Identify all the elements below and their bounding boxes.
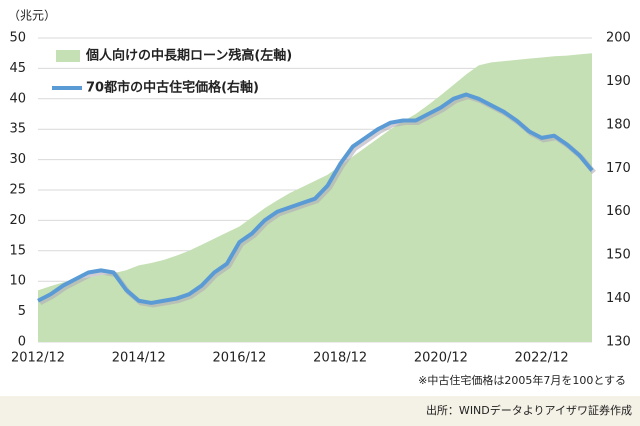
- y-tick-label: 50: [9, 31, 26, 46]
- note: ※中古住宅価格は2005年7月を100とする: [418, 373, 626, 387]
- y-tick-label: 10: [9, 274, 26, 289]
- y-tick-label: 15: [9, 243, 26, 258]
- legend-label: 個人向けの中長期ローン残高(左軸): [85, 48, 292, 64]
- y2-tick-label: 130: [606, 335, 631, 350]
- y-tick-label: 25: [9, 183, 26, 198]
- y-axis-label: （兆元）: [8, 9, 56, 23]
- x-tick-label: 2016/12: [212, 351, 266, 366]
- y-tick-label: 45: [9, 61, 26, 76]
- x-tick-label: 2022/12: [515, 351, 569, 366]
- line: [37, 92, 594, 305]
- y-tick-label: 30: [9, 152, 26, 167]
- x-tick-label: 2012/12: [11, 351, 65, 366]
- legend-label: 70都市の中古住宅価格(右軸): [86, 80, 259, 96]
- y2-tick-label: 150: [606, 248, 631, 263]
- x-tick-label: 2014/12: [112, 351, 166, 366]
- y2-tick-label: 170: [606, 161, 631, 176]
- y2-tick-label: 160: [606, 204, 631, 219]
- x-tick-label: 2018/12: [313, 351, 367, 366]
- y2-tick-label: 180: [606, 117, 631, 132]
- y2-tick-label: 200: [606, 31, 631, 46]
- y-tick-label: 20: [9, 213, 26, 228]
- source-bar: [0, 396, 640, 426]
- y2-tick-label: 190: [606, 74, 631, 89]
- y-tick-label: 5: [18, 304, 26, 319]
- source: 出所：WINDデータよりアイザワ証券作成: [426, 403, 632, 417]
- y-tick-label: 0: [18, 335, 26, 350]
- y-tick-label: 40: [9, 91, 26, 106]
- x-tick-label: 2020/12: [414, 351, 468, 366]
- y-tick-label: 35: [9, 122, 26, 137]
- legend-swatch: [56, 50, 80, 62]
- y2-tick-label: 140: [606, 291, 631, 306]
